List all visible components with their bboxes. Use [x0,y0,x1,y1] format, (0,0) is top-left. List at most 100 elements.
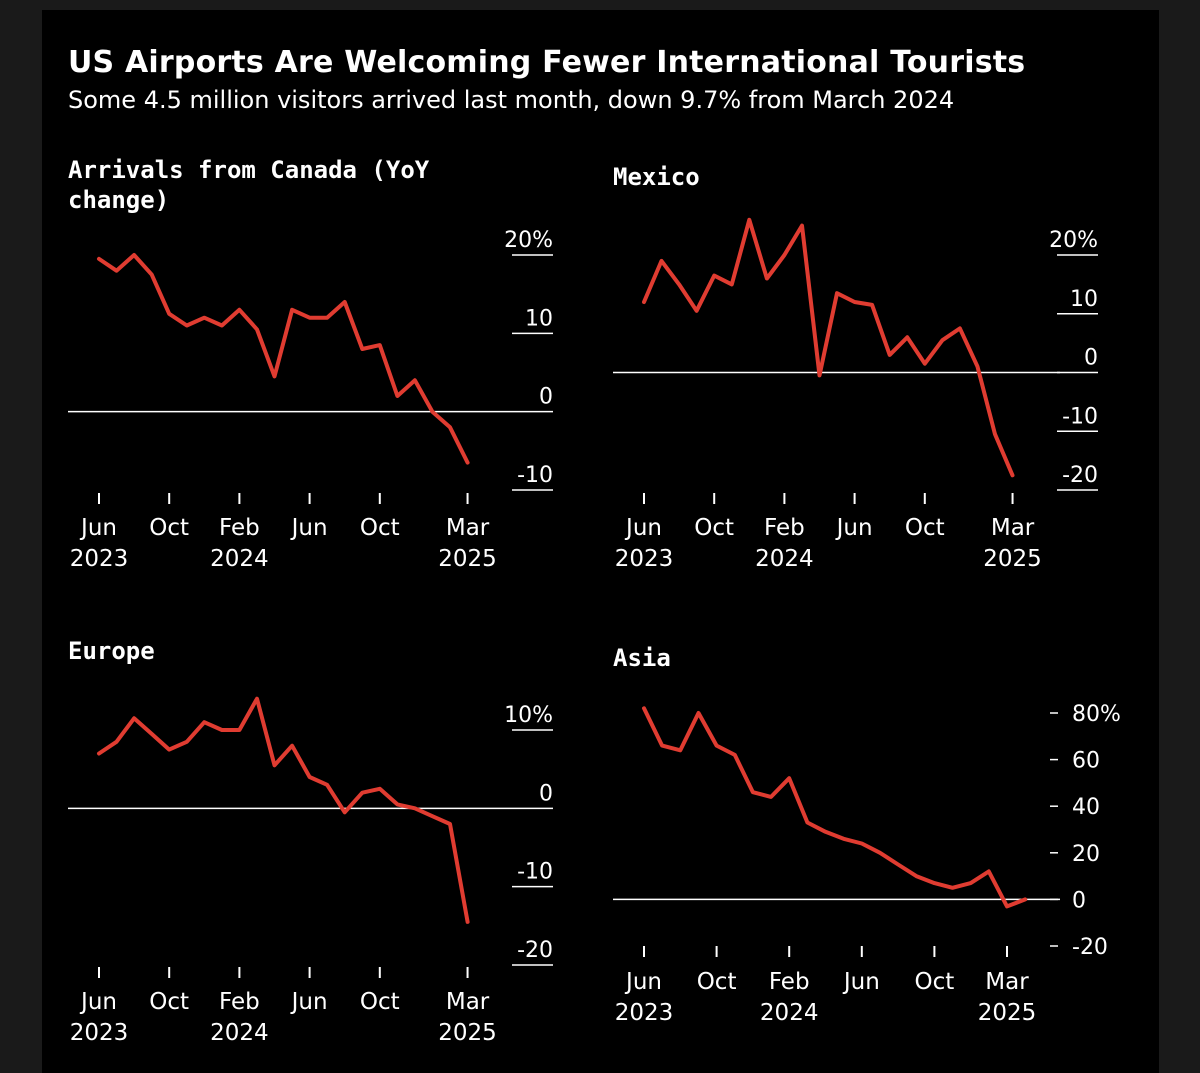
chart-asia: 80% 60 40 20 0 -20 Jun 2023 Oct Feb 2024 Jun Oct Mar 2… [613,702,1121,1026]
y-tick-label-mexico: -20 [1062,463,1098,488]
x-tick-year-asia: 2023 [615,1000,674,1026]
x-tick-label-mexico: Jun [624,515,662,541]
data-point-mexico [888,353,891,357]
chart-title-canada: Arrivals from Canada (YoY change) [68,155,429,215]
chart-title-canada-line1: Arrivals from Canada (YoY [68,156,430,184]
data-point-canada [343,300,346,304]
page-subtitle: Some 4.5 million visitors arrived last m… [68,86,955,114]
page-title: US Airports Are Welcoming Fewer Internat… [68,45,1026,80]
data-point-canada [308,316,311,319]
data-point-mexico [783,253,786,257]
x-tick-label-asia: Oct [915,969,955,995]
data-point-asia [896,863,900,866]
data-point-europe [431,814,434,818]
data-point-asia [679,749,682,752]
x-tick-label-europe: Oct [360,989,400,1015]
chart-title-asia: Asia [613,643,671,673]
data-point-asia [751,791,755,794]
y-tick-label-canada: 0 [539,385,553,410]
data-point-canada [203,316,206,319]
data-point-europe [448,822,452,826]
data-point-mexico [923,362,926,365]
data-point-asia [788,777,791,780]
x-tick-year-europe: 2023 [70,1020,129,1046]
data-point-asia [969,881,972,885]
data-point-europe [396,803,399,806]
chart-title-canada-line2: change) [68,186,170,214]
data-point-asia [1005,905,1009,908]
y-tick-label-asia: -20 [1072,935,1108,960]
chart-title-europe: Europe [68,636,155,666]
x-tick-label-canada: Feb [219,515,260,541]
data-point-mexico [853,300,856,304]
x-tick-label-mexico: Feb [764,515,805,541]
data-point-mexico [800,224,804,227]
x-tick-label-europe: Jun [290,989,328,1015]
data-point-mexico [958,327,962,330]
series-line-mexico [642,217,1015,478]
data-point-europe [238,728,241,732]
data-point-asia [660,744,664,747]
x-tick-year-canada: 2024 [210,546,269,572]
data-point-canada [97,257,101,261]
y-tick-label-asia: 0 [1072,888,1086,913]
y-tick-label-mexico: -10 [1062,404,1098,429]
data-point-mexico [642,300,646,304]
data-point-europe [115,740,118,743]
data-point-europe [466,920,469,924]
data-point-asia [824,830,827,834]
x-tick-year-mexico: 2023 [615,546,674,572]
data-point-canada [448,426,452,429]
data-point-asia [933,881,936,885]
x-tick-label-mexico: Jun [835,515,873,541]
x-tick-label-asia: Feb [769,969,810,995]
data-point-mexico [818,374,821,377]
data-point-asia [915,874,918,878]
data-point-mexico [941,338,944,342]
data-point-canada [150,273,153,276]
data-point-europe [413,807,417,810]
chart-title-asia-line1: Asia [613,644,671,672]
data-point-mexico [695,309,698,313]
x-tick-label-asia: Jun [624,969,662,995]
x-tick-year-europe: 2024 [210,1020,269,1046]
data-point-canada [361,347,364,351]
x-tick-label-asia: Jun [842,969,880,995]
data-point-asia [951,886,954,889]
data-point-asia [697,711,700,715]
data-point-asia [987,870,991,873]
data-point-mexico [713,274,716,277]
data-point-canada [466,461,469,464]
data-point-europe [343,811,346,814]
x-tick-label-canada: Jun [79,515,117,541]
data-point-mexico [748,218,751,221]
chart-title-mexico: Mexico [613,162,700,192]
y-tick-label-canada: 20% [504,228,553,253]
data-point-canada [273,375,276,378]
data-point-canada [378,343,381,347]
x-tick-label-europe: Jun [79,989,117,1015]
y-tick-label-asia: 80% [1072,702,1121,727]
data-point-europe [255,697,259,700]
data-point-canada [168,312,171,315]
data-point-canada [185,324,188,327]
y-tick-label-asia: 60 [1072,749,1100,774]
y-tick-label-europe: -20 [517,938,553,963]
data-point-europe [203,720,206,724]
data-point-mexico [993,432,997,436]
x-tick-label-europe: Mar [446,989,490,1015]
y-tick-label-europe: 0 [539,781,553,806]
data-point-europe [132,717,136,720]
series-line-asia [642,706,1028,909]
data-point-europe [150,732,153,736]
data-point-europe [325,783,329,787]
x-tick-label-canada: Mar [446,515,490,541]
data-point-canada [115,269,118,272]
x-tick-label-asia: Mar [985,969,1029,995]
data-point-mexico [906,336,909,339]
x-tick-year-canada: 2023 [70,546,129,572]
data-point-europe [220,728,224,732]
y-tick-label-mexico: 0 [1084,346,1098,371]
y-tick-label-asia: 20 [1072,842,1100,867]
data-point-mexico [976,365,979,368]
